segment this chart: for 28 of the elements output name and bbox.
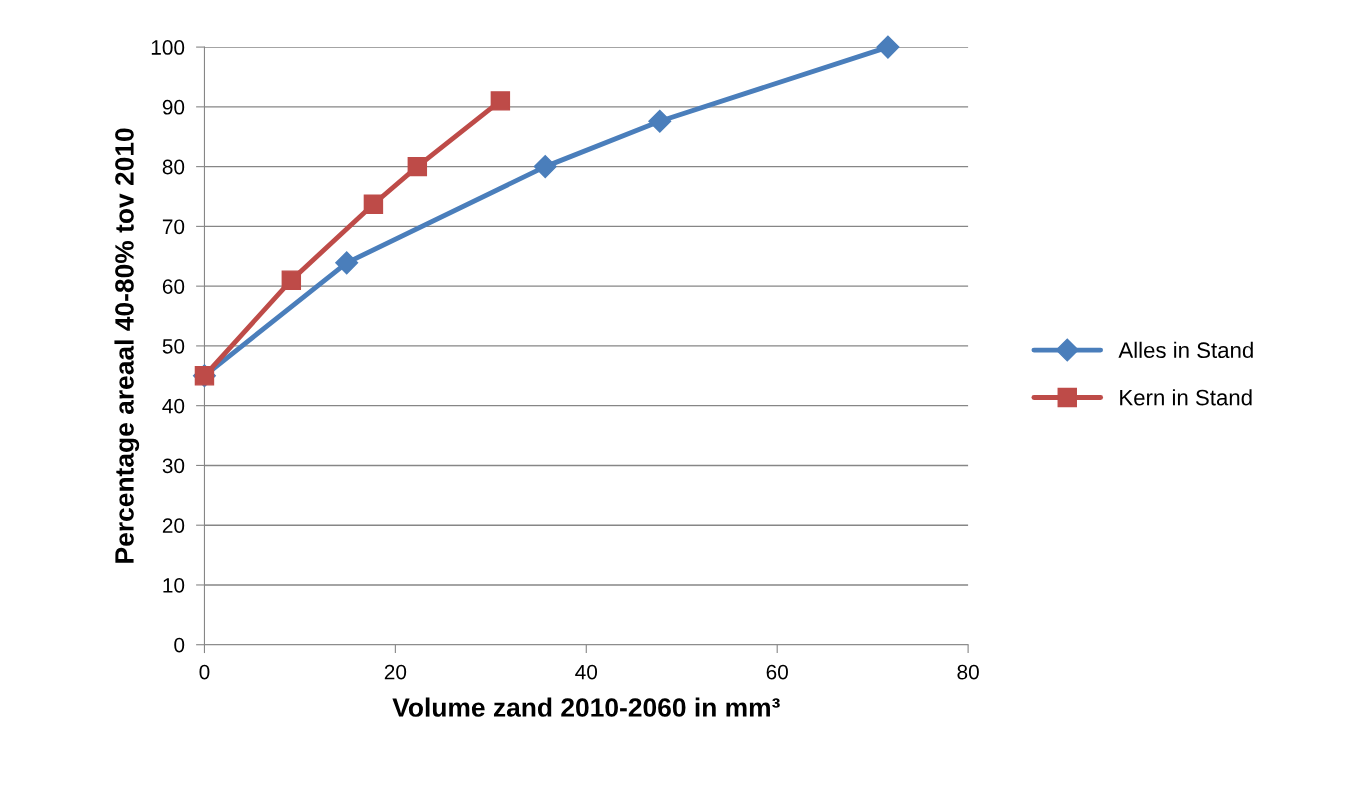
y-tick-label: 100 xyxy=(151,40,185,55)
y-tick-label: 40 xyxy=(162,398,185,414)
point xyxy=(335,251,359,275)
x-tick-label: 40 xyxy=(575,664,598,680)
y-tick-label: 0 xyxy=(174,637,185,653)
y-tick-label: 10 xyxy=(163,577,185,593)
x-tick-label: 80 xyxy=(957,664,979,680)
point xyxy=(281,270,302,290)
x-tick-label: 20 xyxy=(384,664,407,680)
point xyxy=(533,155,557,179)
x-tick-label: 60 xyxy=(766,664,788,680)
y-axis-title: Percentage areaal 40-80% tov 2010 xyxy=(114,128,140,563)
y-tick-label: 50 xyxy=(162,338,185,354)
point xyxy=(648,109,672,133)
x-tick-label: 0 xyxy=(199,664,210,680)
y-tick-label: 80 xyxy=(162,159,185,175)
point xyxy=(490,91,511,111)
point xyxy=(407,156,428,177)
legend-label: Kern in Stand xyxy=(1120,389,1252,406)
point xyxy=(363,194,384,214)
point xyxy=(876,35,900,59)
y-tick-label: 60 xyxy=(162,279,185,294)
legend-label: Alles in Stand xyxy=(1118,341,1253,359)
x-axis-title: Volume zand 2010-2060 in mm³ xyxy=(392,697,780,717)
y-tick-label: 70 xyxy=(162,219,185,235)
y-tick-label: 20 xyxy=(162,518,185,533)
y-tick-label: 30 xyxy=(162,458,185,474)
y-tick-label: 90 xyxy=(162,99,185,115)
